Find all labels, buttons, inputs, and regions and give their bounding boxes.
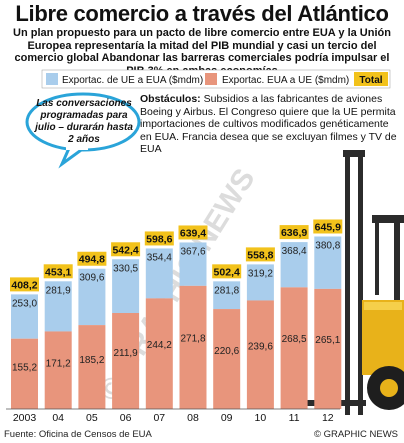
total-label: 636,9 — [281, 227, 307, 239]
obstacles-text: Subsidios a las fabricantes de aviones B… — [140, 93, 397, 155]
legend-label-us-to-eu: Exportac. EUA a UE ($mdm) — [222, 75, 349, 86]
forklift-illustration — [296, 150, 404, 415]
bar-us-to-eu — [179, 285, 207, 409]
total-label: 494,8 — [79, 254, 105, 266]
data-label-eu-to-us: 368,4 — [282, 246, 307, 257]
legend-swatch-us-to-eu — [205, 73, 217, 85]
data-label-us-to-eu: 185,2 — [79, 355, 104, 366]
x-tick-label: 10 — [255, 412, 267, 424]
data-label-eu-to-us: 330,5 — [113, 263, 138, 274]
bar-eu-to-us — [314, 236, 342, 289]
x-tick-label: 06 — [120, 412, 132, 424]
legend-label-total: Total — [359, 75, 382, 86]
bar-us-to-eu — [145, 298, 173, 409]
chart-subtitle: Un plan propuesto para un pacto de libre… — [13, 27, 391, 77]
data-label-eu-to-us: 354,4 — [147, 252, 172, 263]
data-label-eu-to-us: 319,2 — [248, 268, 273, 279]
data-label-eu-to-us: 281,8 — [214, 285, 239, 296]
x-tick-label: 05 — [86, 412, 98, 424]
total-label: 558,8 — [247, 249, 273, 261]
obstacles-label: Obstáculos: — [140, 93, 201, 105]
bar-eu-to-us — [213, 281, 241, 310]
data-label-us-to-eu: 239,6 — [248, 341, 273, 352]
total-badge — [212, 264, 242, 279]
bar-us-to-eu — [78, 325, 106, 409]
total-label: 502,4 — [214, 266, 240, 278]
x-tick-label: 07 — [153, 412, 165, 424]
bar-us-to-eu — [314, 288, 342, 409]
bar-eu-to-us — [246, 264, 274, 301]
total-label: 639,4 — [180, 227, 206, 239]
footer-credit: © GRAPHIC NEWS — [313, 429, 398, 440]
x-tick-label: 09 — [221, 412, 233, 424]
legend-swatch-eu-to-us — [46, 73, 58, 85]
bar-us-to-eu — [246, 300, 274, 409]
bar-eu-to-us — [78, 268, 106, 326]
bar-us-to-eu — [44, 331, 72, 409]
total-label: 542,4 — [112, 244, 138, 256]
data-label-us-to-eu: 171,2 — [46, 358, 71, 369]
x-tick-label: 12 — [322, 412, 334, 424]
data-label-eu-to-us: 281,9 — [46, 285, 71, 296]
x-tick-label: 08 — [187, 412, 199, 424]
total-label: 598,6 — [146, 233, 172, 245]
legend-label-eu-to-us: Exportac. de UE a EUA ($mdm) — [62, 75, 203, 86]
obstacles-note: Obstáculos: Subsidios a las fabricantes … — [140, 93, 402, 156]
bar-eu-to-us — [280, 242, 308, 288]
total-badge — [178, 225, 208, 240]
total-label: 408,2 — [11, 279, 37, 291]
total-label: 453,1 — [45, 266, 71, 278]
bar-us-to-eu — [112, 313, 140, 409]
bar-eu-to-us — [179, 242, 207, 286]
total-badge — [111, 242, 141, 257]
data-label-eu-to-us: 380,8 — [315, 240, 340, 251]
footer-source: Fuente: Oficina de Censos de EUA — [4, 429, 152, 440]
total-badge — [313, 219, 343, 234]
bar-us-to-eu — [280, 287, 308, 409]
total-badge — [144, 231, 174, 246]
total-badge — [10, 277, 39, 292]
chart-title: Libre comercio a través del Atlántico — [15, 1, 389, 26]
data-label-us-to-eu: 268,5 — [282, 334, 307, 345]
data-label-eu-to-us: 367,6 — [180, 246, 205, 257]
data-label-eu-to-us: 309,6 — [79, 273, 104, 284]
data-label-us-to-eu: 265,1 — [315, 335, 340, 346]
bar-eu-to-us — [112, 259, 140, 314]
legend-swatch-total — [354, 72, 388, 86]
total-badge — [245, 247, 275, 262]
bar-us-to-eu — [213, 309, 241, 409]
x-tick-label: 2003 — [13, 412, 37, 424]
callout-text: Las conversaciones programadas para juli… — [35, 98, 133, 145]
x-tick-label: 04 — [52, 412, 64, 424]
bars-group: 155,2 253,0 408,2 2003 171,2 281,9 453,1 04 185,… — [10, 219, 343, 424]
data-label-us-to-eu: 155,2 — [12, 362, 37, 373]
data-label-us-to-eu: 271,8 — [180, 333, 205, 344]
bar-eu-to-us — [145, 248, 173, 299]
data-label-eu-to-us: 253,0 — [12, 298, 37, 309]
bar-eu-to-us — [44, 281, 72, 332]
total-badge — [77, 251, 107, 266]
x-tick-label: 11 — [289, 412, 300, 424]
data-label-us-to-eu: 244,2 — [147, 340, 172, 351]
total-badge — [43, 264, 73, 279]
bar-eu-to-us — [11, 294, 38, 339]
data-label-us-to-eu: 220,6 — [214, 346, 239, 357]
bar-us-to-eu — [11, 338, 38, 409]
total-badge — [279, 225, 309, 240]
data-label-us-to-eu: 211,9 — [113, 348, 138, 359]
total-label: 645,9 — [315, 221, 341, 233]
